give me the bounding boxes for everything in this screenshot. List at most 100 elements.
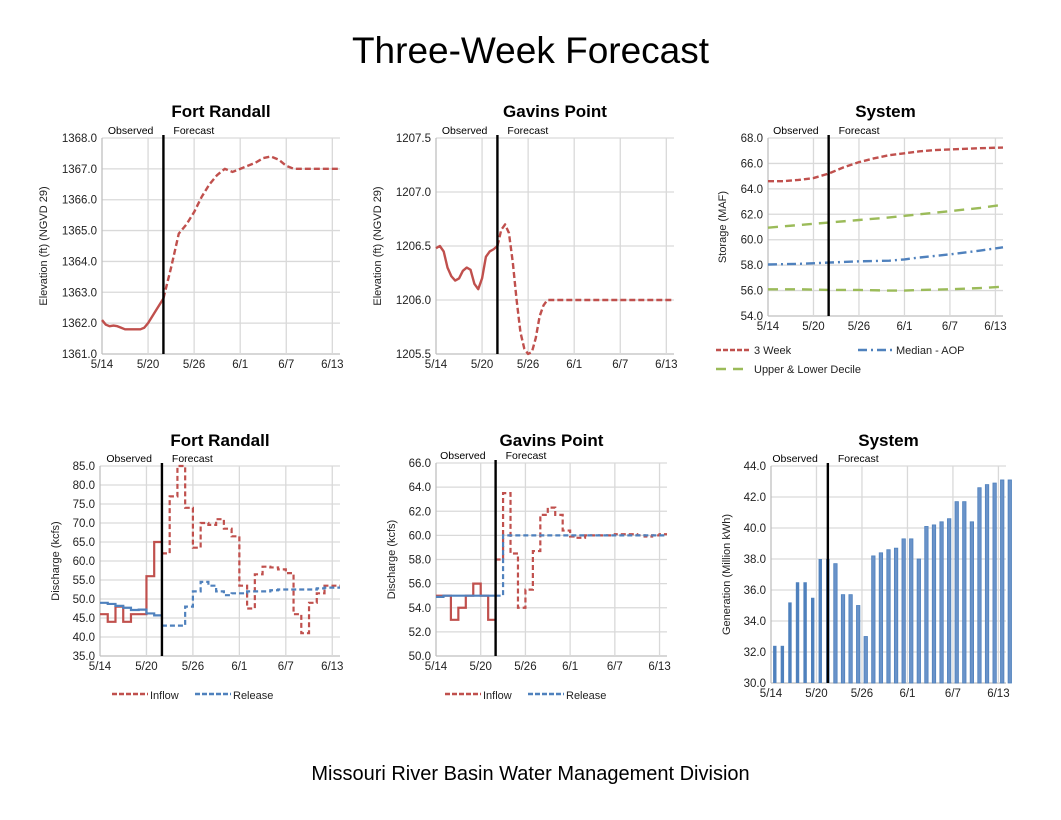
- y-tick-label: 34.0: [744, 616, 766, 628]
- chart-title: System: [858, 431, 918, 450]
- x-tick-label: 6/1: [896, 321, 912, 333]
- x-tick-label: 6/1: [232, 359, 248, 371]
- y-tick-label: 1367.0: [62, 164, 97, 176]
- chart-title: Gavins Point: [500, 431, 604, 450]
- y-tick-label: 58.0: [741, 260, 763, 272]
- generation-bar: [840, 594, 846, 684]
- legend-label: Median - AOP: [896, 345, 964, 357]
- forecast-label: Forecast: [507, 125, 548, 137]
- generation-bar: [893, 547, 899, 684]
- y-tick-label: 32.0: [744, 647, 766, 659]
- legend-label: 3 Week: [754, 345, 792, 357]
- y-tick-label: 30.0: [744, 678, 766, 690]
- y-axis-label: Discharge (kcfs): [50, 521, 62, 600]
- x-tick-label: 6/7: [278, 359, 294, 371]
- observed-label: Observed: [440, 450, 486, 462]
- series-release-observed: [100, 601, 162, 617]
- chart-gp-elev: Gavins Point 1205.5 1206.0 1206.5 1207.0 1207…: [372, 102, 678, 371]
- chart-title: System: [855, 102, 915, 121]
- y-tick-label: 1362.0: [62, 318, 97, 330]
- x-tick-label: 6/13: [987, 688, 1009, 700]
- x-tick-label: 6/7: [612, 359, 628, 371]
- series-inflow-observed: [100, 540, 162, 623]
- y-axis-label: Elevation (ft) (NGVD 29): [372, 186, 384, 305]
- forecast-label: Forecast: [172, 453, 213, 465]
- generation-bar: [939, 521, 944, 684]
- generation-bar: [1000, 479, 1005, 684]
- series-observed-elevation: [101, 297, 165, 331]
- generation-bar: [848, 594, 853, 684]
- y-tick-label: 1207.5: [396, 133, 431, 145]
- y-tick-label: 85.0: [73, 461, 95, 473]
- x-tick-label: 5/26: [183, 359, 205, 371]
- y-tick-label: 36.0: [744, 585, 766, 597]
- y-tick-label: 64.0: [409, 482, 431, 494]
- y-tick-label: 1205.5: [396, 349, 431, 361]
- y-tick-label: 60.0: [741, 235, 763, 247]
- legend-label: Upper & Lower Decile: [754, 364, 861, 376]
- legend-label: Inflow: [483, 690, 512, 702]
- observed-label: Observed: [442, 125, 488, 137]
- x-tick-label: 5/14: [760, 688, 783, 700]
- y-tick-label: 60.0: [409, 530, 431, 542]
- generation-bar: [810, 597, 815, 683]
- x-tick-label: 5/14: [89, 661, 112, 673]
- x-tick-label: 5/20: [137, 359, 159, 371]
- y-tick-label: 66.0: [409, 458, 431, 470]
- y-tick-label: 44.0: [744, 461, 766, 473]
- y-axis-label: Elevation (ft) (NGVD 29): [38, 186, 50, 305]
- y-tick-label: 1361.0: [62, 349, 97, 361]
- y-tick-label: 1206.0: [396, 295, 431, 307]
- y-tick-label: 66.0: [741, 158, 763, 170]
- generation-bar: [780, 645, 785, 683]
- observed-label: Observed: [772, 453, 818, 465]
- x-tick-label: 5/14: [757, 321, 780, 333]
- y-tick-label: 65.0: [73, 537, 95, 549]
- y-tick-label: 35.0: [73, 651, 95, 663]
- forecast-label: Forecast: [839, 125, 880, 137]
- y-tick-label: 50.0: [73, 594, 95, 606]
- y-tick-label: 80.0: [73, 480, 95, 492]
- forecast-label: Forecast: [838, 453, 879, 465]
- generation-bar: [931, 524, 937, 684]
- x-tick-label: 6/1: [562, 661, 578, 673]
- x-tick-label: 6/7: [278, 661, 294, 673]
- y-axis-label: Storage (MAF): [717, 191, 729, 263]
- x-tick-label: 6/1: [566, 359, 582, 371]
- generation-bar: [818, 559, 822, 683]
- legend-label: Release: [233, 690, 273, 702]
- generation-bar: [901, 538, 906, 684]
- page-title: Three-Week Forecast: [351, 30, 710, 71]
- generation-bar: [803, 582, 807, 683]
- y-tick-label: 70.0: [73, 518, 95, 530]
- series-inflow-observed: [436, 582, 496, 621]
- generation-bar: [924, 526, 929, 684]
- series-forecast-elevation: [162, 155, 340, 299]
- x-tick-label: 5/26: [182, 661, 204, 673]
- x-tick-label: 5/14: [425, 359, 448, 371]
- generation-bar: [984, 484, 990, 684]
- y-tick-label: 40.0: [73, 632, 95, 644]
- chart-title: Fort Randall: [171, 102, 270, 121]
- x-tick-label: 5/14: [91, 359, 114, 371]
- observed-label: Observed: [773, 125, 819, 137]
- x-tick-label: 5/26: [851, 688, 873, 700]
- x-tick-label: 6/13: [984, 321, 1006, 333]
- y-tick-label: 1364.0: [62, 256, 97, 268]
- series-3-week: [768, 146, 1004, 183]
- x-tick-label: 5/20: [471, 359, 493, 371]
- y-tick-label: 54.0: [409, 603, 431, 615]
- forecast-label: Forecast: [506, 450, 547, 462]
- y-tick-label: 60.0: [73, 556, 95, 568]
- generation-bar: [977, 487, 982, 684]
- x-tick-label: 6/1: [899, 688, 915, 700]
- y-tick-label: 45.0: [73, 613, 95, 625]
- generation-bar: [856, 605, 861, 684]
- generation-bar: [909, 538, 914, 684]
- y-tick-label: 55.0: [73, 575, 95, 587]
- y-tick-label: 56.0: [409, 579, 431, 591]
- series-inflow-forecast: [161, 464, 340, 635]
- generation-bar: [947, 518, 952, 684]
- y-tick-label: 50.0: [409, 651, 431, 663]
- generation-bar: [773, 645, 777, 683]
